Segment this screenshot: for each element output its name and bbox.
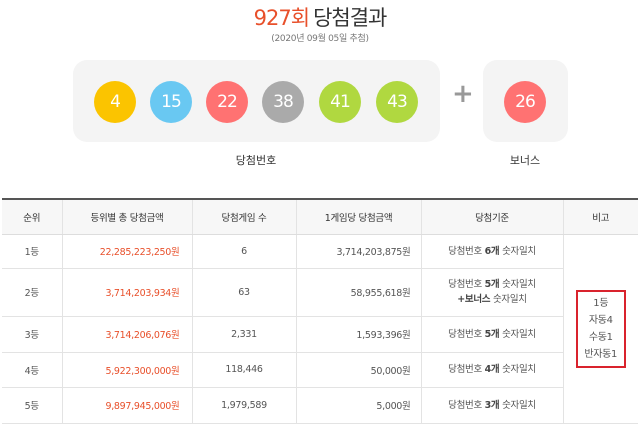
winning-ball: 4 bbox=[94, 81, 136, 123]
games-cell: 2,331 bbox=[191, 316, 296, 353]
prize-table: 순위 등위별 총 당첨금액 당첨게임 수 1게임당 당첨금액 당첨기준 비고 1… bbox=[2, 198, 638, 424]
header-prize-per-game: 1게임당 당첨금액 bbox=[295, 198, 421, 235]
note-box: 1등 자동4 수동1 반자동1 bbox=[575, 289, 626, 368]
draw-date: (2020년 09월 05일 추첨) bbox=[271, 34, 369, 44]
bonus-ball: 26 bbox=[504, 81, 546, 123]
rank-cell: 4등 bbox=[2, 352, 62, 388]
criteria-count: 6개 bbox=[484, 245, 500, 257]
winning-numbers-label: 당첨번호 bbox=[235, 154, 277, 167]
round-number: 927회 bbox=[253, 6, 310, 30]
table-row: 1등 22,285,223,250원 6 3,714,203,875원 당첨번호… bbox=[2, 234, 638, 424]
header-note: 비고 bbox=[562, 198, 638, 235]
criteria-cell: 당첨번호 5개 숫자일치 bbox=[420, 316, 563, 353]
criteria-suffix: 숫자일치 bbox=[499, 328, 536, 340]
games-cell: 63 bbox=[191, 268, 296, 317]
rank-cell: 3등 bbox=[2, 316, 62, 353]
total-prize-cell: 9,897,945,000원 bbox=[61, 387, 192, 424]
criteria-cell: 당첨번호 3개 숫자일치 bbox=[420, 387, 563, 424]
winning-ball: 22 bbox=[206, 81, 248, 123]
total-prize-cell: 22,285,223,250원 bbox=[61, 234, 192, 269]
table-row: 3등 3,714,206,076원 2,331 1,593,396원 당첨번호 … bbox=[2, 316, 638, 353]
per-game-cell: 3,714,203,875원 bbox=[295, 234, 421, 269]
games-cell: 1,979,589 bbox=[191, 387, 296, 424]
per-game-cell: 50,000원 bbox=[295, 352, 421, 388]
header-winning-games: 당첨게임 수 bbox=[191, 198, 296, 235]
criteria-count: 4개 bbox=[484, 364, 500, 375]
criteria-bonus: +보너스 bbox=[457, 294, 491, 305]
note-line: 자동4 bbox=[588, 314, 613, 326]
games-cell: 6 bbox=[191, 234, 296, 269]
winning-numbers-panel: 4 15 22 38 41 43 bbox=[73, 60, 440, 142]
criteria-suffix: 숫자일치 bbox=[499, 279, 536, 290]
criteria-cell: 당첨번호 4개 숫자일치 bbox=[420, 352, 563, 388]
rank-cell: 1등 bbox=[2, 234, 62, 269]
per-game-cell: 5,000원 bbox=[295, 387, 421, 424]
table-row: 5등 9,897,945,000원 1,979,589 5,000원 당첨번호 … bbox=[2, 387, 638, 424]
criteria-cell: 당첨번호 6개 숫자일치 bbox=[420, 234, 563, 269]
header-criteria: 당첨기준 bbox=[420, 198, 563, 235]
criteria-suffix: 숫자일치 bbox=[499, 399, 536, 411]
criteria-text: 당첨번호 bbox=[448, 279, 485, 290]
per-game-cell: 58,955,618원 bbox=[295, 268, 421, 317]
criteria-text: 당첨번호 bbox=[448, 364, 485, 375]
total-prize-cell: 3,714,203,934원 bbox=[61, 268, 192, 317]
total-prize-cell: 3,714,206,076원 bbox=[61, 316, 192, 353]
header-total-prize: 등위별 총 당첨금액 bbox=[61, 198, 192, 235]
criteria-count: 5개 bbox=[484, 328, 500, 340]
criteria-text: 당첨번호 bbox=[448, 328, 485, 340]
bonus-number-panel: 26 bbox=[483, 60, 568, 142]
rank-cell: 2등 bbox=[2, 268, 62, 317]
rank-cell: 5등 bbox=[2, 387, 62, 424]
winning-ball: 43 bbox=[376, 81, 418, 123]
table-row: 4등 5,922,300,000원 118,446 50,000원 당첨번호 4… bbox=[2, 352, 638, 388]
table-header-row: 순위 등위별 총 당첨금액 당첨게임 수 1게임당 당첨금액 당첨기준 비고 bbox=[2, 198, 638, 235]
per-game-cell: 1,593,396원 bbox=[295, 316, 421, 353]
note-line: 수동1 bbox=[588, 331, 613, 343]
result-title-label: 당첨결과 bbox=[313, 6, 387, 30]
winning-ball: 15 bbox=[150, 81, 192, 123]
criteria-suffix: 숫자일치 bbox=[499, 364, 536, 375]
criteria-cell: 당첨번호 5개 숫자일치 +보너스 숫자일치 bbox=[420, 268, 563, 317]
criteria-count: 3개 bbox=[484, 399, 500, 411]
note-line: 반자동1 bbox=[584, 348, 618, 360]
games-cell: 118,446 bbox=[191, 352, 296, 388]
plus-sign: + bbox=[452, 79, 474, 109]
criteria-suffix: 숫자일치 bbox=[490, 294, 527, 305]
criteria-text: 당첨번호 bbox=[448, 399, 485, 411]
note-line: 1등 bbox=[593, 297, 609, 309]
note-cell: 1등 자동4 수동1 반자동1 bbox=[562, 234, 638, 424]
result-title: 927회 당첨결과 bbox=[0, 2, 640, 32]
total-prize-cell: 5,922,300,000원 bbox=[61, 352, 192, 388]
criteria-text: 당첨번호 bbox=[448, 245, 485, 257]
bonus-label: 보너스 bbox=[509, 154, 541, 167]
winning-ball: 38 bbox=[262, 81, 304, 123]
table-row: 2등 3,714,203,934원 63 58,955,618원 당첨번호 5개… bbox=[2, 268, 638, 317]
criteria-count: 5개 bbox=[484, 279, 500, 290]
criteria-suffix: 숫자일치 bbox=[499, 245, 536, 257]
header-rank: 순위 bbox=[2, 198, 62, 235]
winning-ball: 41 bbox=[319, 81, 361, 123]
